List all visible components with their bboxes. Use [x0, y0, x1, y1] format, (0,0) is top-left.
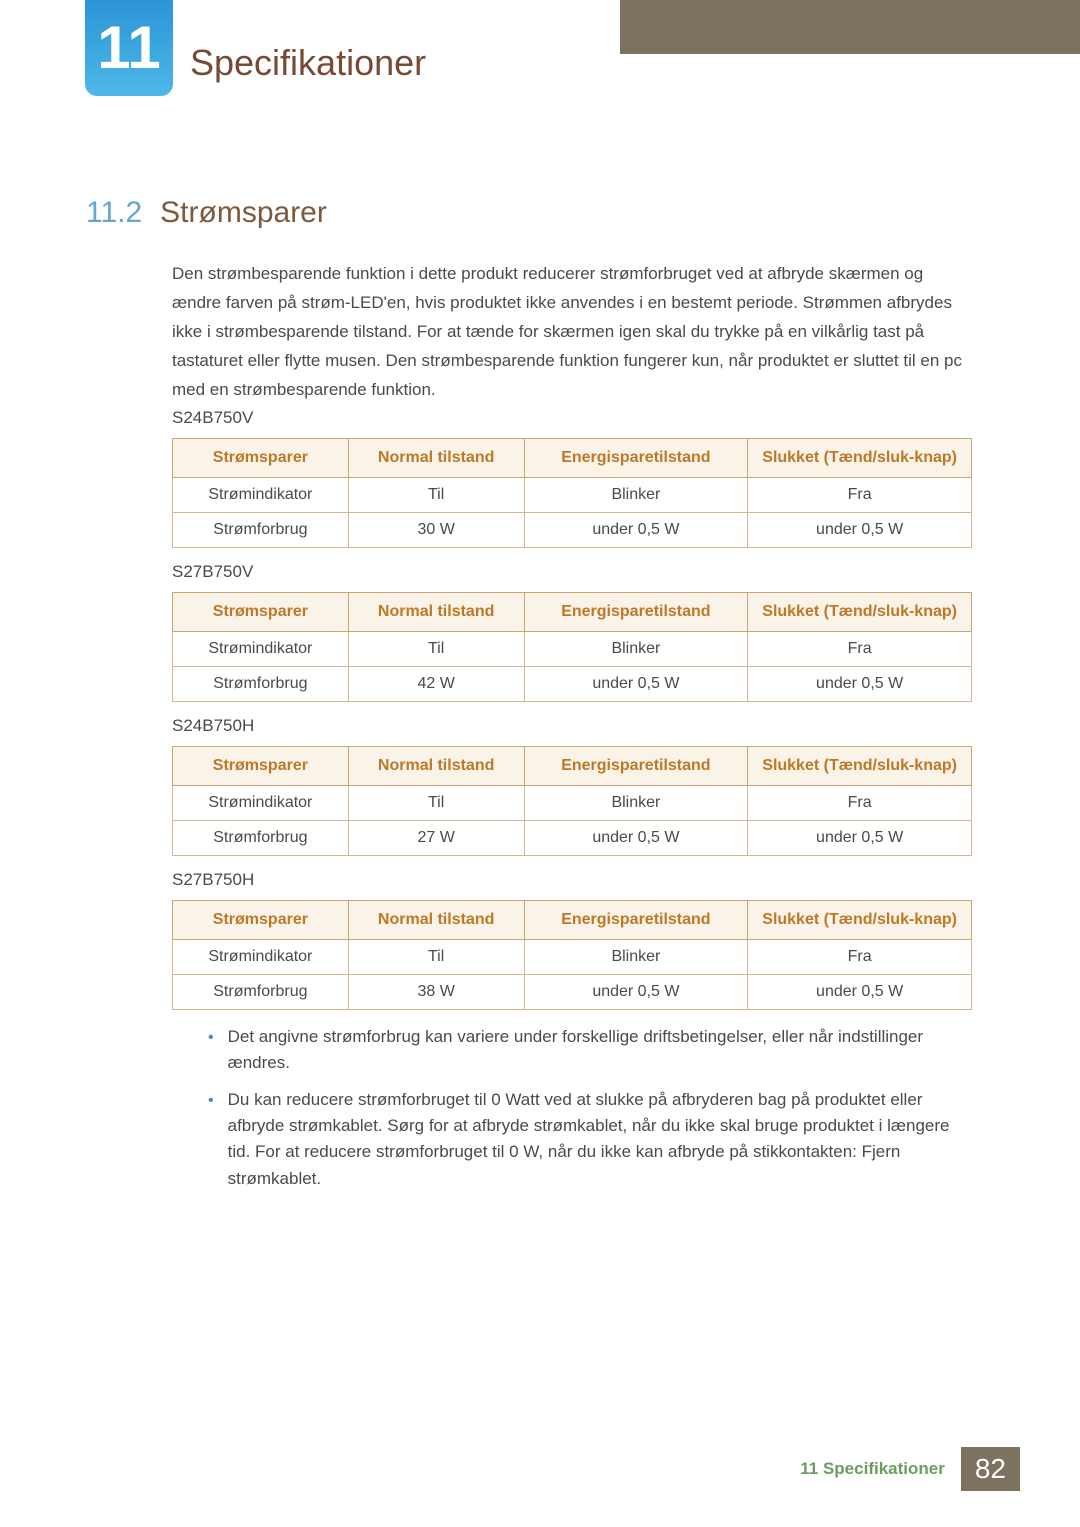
table-header-row: Strømsparer Normal tilstand Energisparet…: [173, 747, 972, 786]
th-col2: Normal tilstand: [348, 439, 524, 478]
cell-on: Til: [348, 940, 524, 975]
th-col4: Slukket (Tænd/sluk-knap): [748, 901, 972, 940]
power-table: Strømsparer Normal tilstand Energisparet…: [172, 900, 972, 1010]
note-text: Det angivne strømforbrug kan variere und…: [228, 1024, 972, 1077]
note-item: • Du kan reducere strømforbruget til 0 W…: [208, 1087, 972, 1192]
cell-under05: under 0,5 W: [748, 667, 972, 702]
cell-under05: under 0,5 W: [748, 821, 972, 856]
table-row: Strømforbrug 27 W under 0,5 W under 0,5 …: [173, 821, 972, 856]
th-col4: Slukket (Tænd/sluk-knap): [748, 593, 972, 632]
cell-normal-power: 42 W: [348, 667, 524, 702]
th-col2: Normal tilstand: [348, 593, 524, 632]
cell-blinks: Blinker: [524, 940, 748, 975]
cell-normal-power: 30 W: [348, 513, 524, 548]
cell-normal-power: 27 W: [348, 821, 524, 856]
table-header-row: Strømsparer Normal tilstand Energisparet…: [173, 593, 972, 632]
page-footer: 11 Specifikationer 82: [800, 1447, 1020, 1491]
note-item: • Det angivne strømforbrug kan variere u…: [208, 1024, 972, 1077]
th-col3: Energisparetilstand: [524, 901, 748, 940]
table-row: Strømforbrug 42 W under 0,5 W under 0,5 …: [173, 667, 972, 702]
th-col2: Normal tilstand: [348, 901, 524, 940]
cell-off: Fra: [748, 786, 972, 821]
cell-indicator-label: Strømindikator: [173, 940, 349, 975]
chapter-title: Specifikationer: [190, 42, 426, 84]
table-row: Strømforbrug 30 W under 0,5 W under 0,5 …: [173, 513, 972, 548]
section-number: 11.2: [86, 196, 142, 230]
cell-normal-power: 38 W: [348, 975, 524, 1010]
th-col4: Slukket (Tænd/sluk-knap): [748, 747, 972, 786]
cell-off: Fra: [748, 478, 972, 513]
cell-on: Til: [348, 786, 524, 821]
th-col3: Energisparetilstand: [524, 747, 748, 786]
cell-on: Til: [348, 632, 524, 667]
th-col1: Strømsparer: [173, 439, 349, 478]
model-label: S27B750V: [172, 562, 972, 582]
cell-under05: under 0,5 W: [748, 513, 972, 548]
power-table: Strømsparer Normal tilstand Energisparet…: [172, 438, 972, 548]
table-row: Strømindikator Til Blinker Fra: [173, 632, 972, 667]
section-title: Strømsparer: [160, 196, 327, 230]
th-col1: Strømsparer: [173, 593, 349, 632]
cell-indicator-label: Strømindikator: [173, 478, 349, 513]
table-row: Strømindikator Til Blinker Fra: [173, 940, 972, 975]
cell-under05: under 0,5 W: [524, 821, 748, 856]
bullet-icon: •: [208, 1026, 214, 1077]
table-row: Strømforbrug 38 W under 0,5 W under 0,5 …: [173, 975, 972, 1010]
cell-off: Fra: [748, 940, 972, 975]
power-table: Strømsparer Normal tilstand Energisparet…: [172, 746, 972, 856]
cell-off: Fra: [748, 632, 972, 667]
table-row: Strømindikator Til Blinker Fra: [173, 478, 972, 513]
model-label: S27B750H: [172, 870, 972, 890]
footer-chapter-ref: 11 Specifikationer: [800, 1459, 945, 1479]
model-label: S24B750V: [172, 408, 972, 428]
cell-consumption-label: Strømforbrug: [173, 821, 349, 856]
header-stripe: [620, 0, 1080, 54]
power-table: Strømsparer Normal tilstand Energisparet…: [172, 592, 972, 702]
cell-blinks: Blinker: [524, 478, 748, 513]
notes-section: • Det angivne strømforbrug kan variere u…: [208, 1024, 972, 1192]
note-text: Du kan reducere strømforbruget til 0 Wat…: [228, 1087, 972, 1192]
th-col1: Strømsparer: [173, 901, 349, 940]
cell-under05: under 0,5 W: [524, 513, 748, 548]
cell-indicator-label: Strømindikator: [173, 632, 349, 667]
table-header-row: Strømsparer Normal tilstand Energisparet…: [173, 439, 972, 478]
cell-under05: under 0,5 W: [524, 975, 748, 1010]
cell-indicator-label: Strømindikator: [173, 786, 349, 821]
cell-on: Til: [348, 478, 524, 513]
cell-consumption-label: Strømforbrug: [173, 667, 349, 702]
cell-under05: under 0,5 W: [524, 667, 748, 702]
cell-under05: under 0,5 W: [748, 975, 972, 1010]
th-col1: Strømsparer: [173, 747, 349, 786]
section-header: 11.2 Strømsparer: [86, 196, 327, 230]
bullet-icon: •: [208, 1089, 214, 1192]
cell-blinks: Blinker: [524, 632, 748, 667]
content-area: S24B750V Strømsparer Normal tilstand Ene…: [172, 394, 972, 1202]
cell-blinks: Blinker: [524, 786, 748, 821]
th-col4: Slukket (Tænd/sluk-knap): [748, 439, 972, 478]
th-col3: Energisparetilstand: [524, 439, 748, 478]
chapter-number: 11: [97, 18, 160, 78]
th-col2: Normal tilstand: [348, 747, 524, 786]
table-header-row: Strømsparer Normal tilstand Energisparet…: [173, 901, 972, 940]
chapter-badge: 11: [85, 0, 173, 96]
table-row: Strømindikator Til Blinker Fra: [173, 786, 972, 821]
cell-consumption-label: Strømforbrug: [173, 513, 349, 548]
th-col3: Energisparetilstand: [524, 593, 748, 632]
section-intro: Den strømbesparende funktion i dette pro…: [172, 260, 972, 404]
cell-consumption-label: Strømforbrug: [173, 975, 349, 1010]
model-label: S24B750H: [172, 716, 972, 736]
page-number: 82: [961, 1447, 1020, 1491]
